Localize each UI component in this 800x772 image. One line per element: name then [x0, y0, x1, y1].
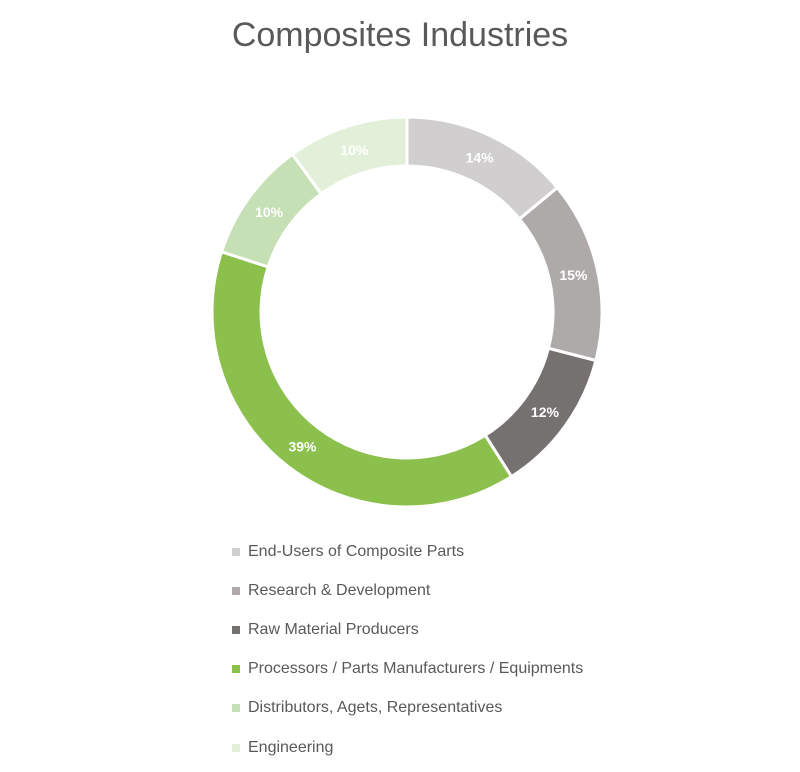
legend-label: Research & Development: [248, 581, 431, 599]
legend-item: Engineering: [232, 728, 583, 767]
slice-label: 15%: [559, 267, 588, 283]
donut-slice: [405, 115, 560, 222]
legend-label: Engineering: [248, 738, 334, 756]
legend-item: Research & Development: [232, 571, 583, 610]
legend-swatch: [232, 547, 240, 556]
legend-item: End-Users of Composite Parts: [232, 532, 583, 571]
slice-label: 10%: [340, 142, 369, 158]
legend-label: End-Users of Composite Parts: [248, 542, 465, 560]
legend-item: Distributors, Agets, Representatives: [232, 689, 583, 728]
slice-label: 14%: [466, 150, 495, 166]
legend-swatch: [232, 586, 240, 595]
donut-chart: 14% 15% 12% 39% 10% 10%: [210, 115, 604, 509]
legend-label: Distributors, Agets, Representatives: [248, 699, 503, 717]
slice-label: 10%: [255, 204, 284, 220]
donut-slice: [290, 115, 409, 196]
legend-item: Raw Material Producers: [232, 610, 583, 649]
legend-item: Processors / Parts Manufacturers / Equip…: [232, 650, 583, 689]
chart-title: Composites Industries: [231, 16, 569, 54]
legend-swatch: [232, 704, 240, 713]
legend-swatch: [232, 625, 240, 634]
legend-label: Raw Material Producers: [248, 620, 419, 638]
legend-swatch: [232, 665, 240, 674]
legend-label: Processors / Parts Manufacturers / Equip…: [248, 660, 584, 678]
legend-swatch: [232, 743, 240, 752]
legend: End-Users of Composite Parts Research & D…: [232, 532, 583, 767]
slice-label: 12%: [531, 404, 560, 420]
slice-label: 39%: [288, 439, 317, 455]
donut-slice: [210, 249, 514, 509]
